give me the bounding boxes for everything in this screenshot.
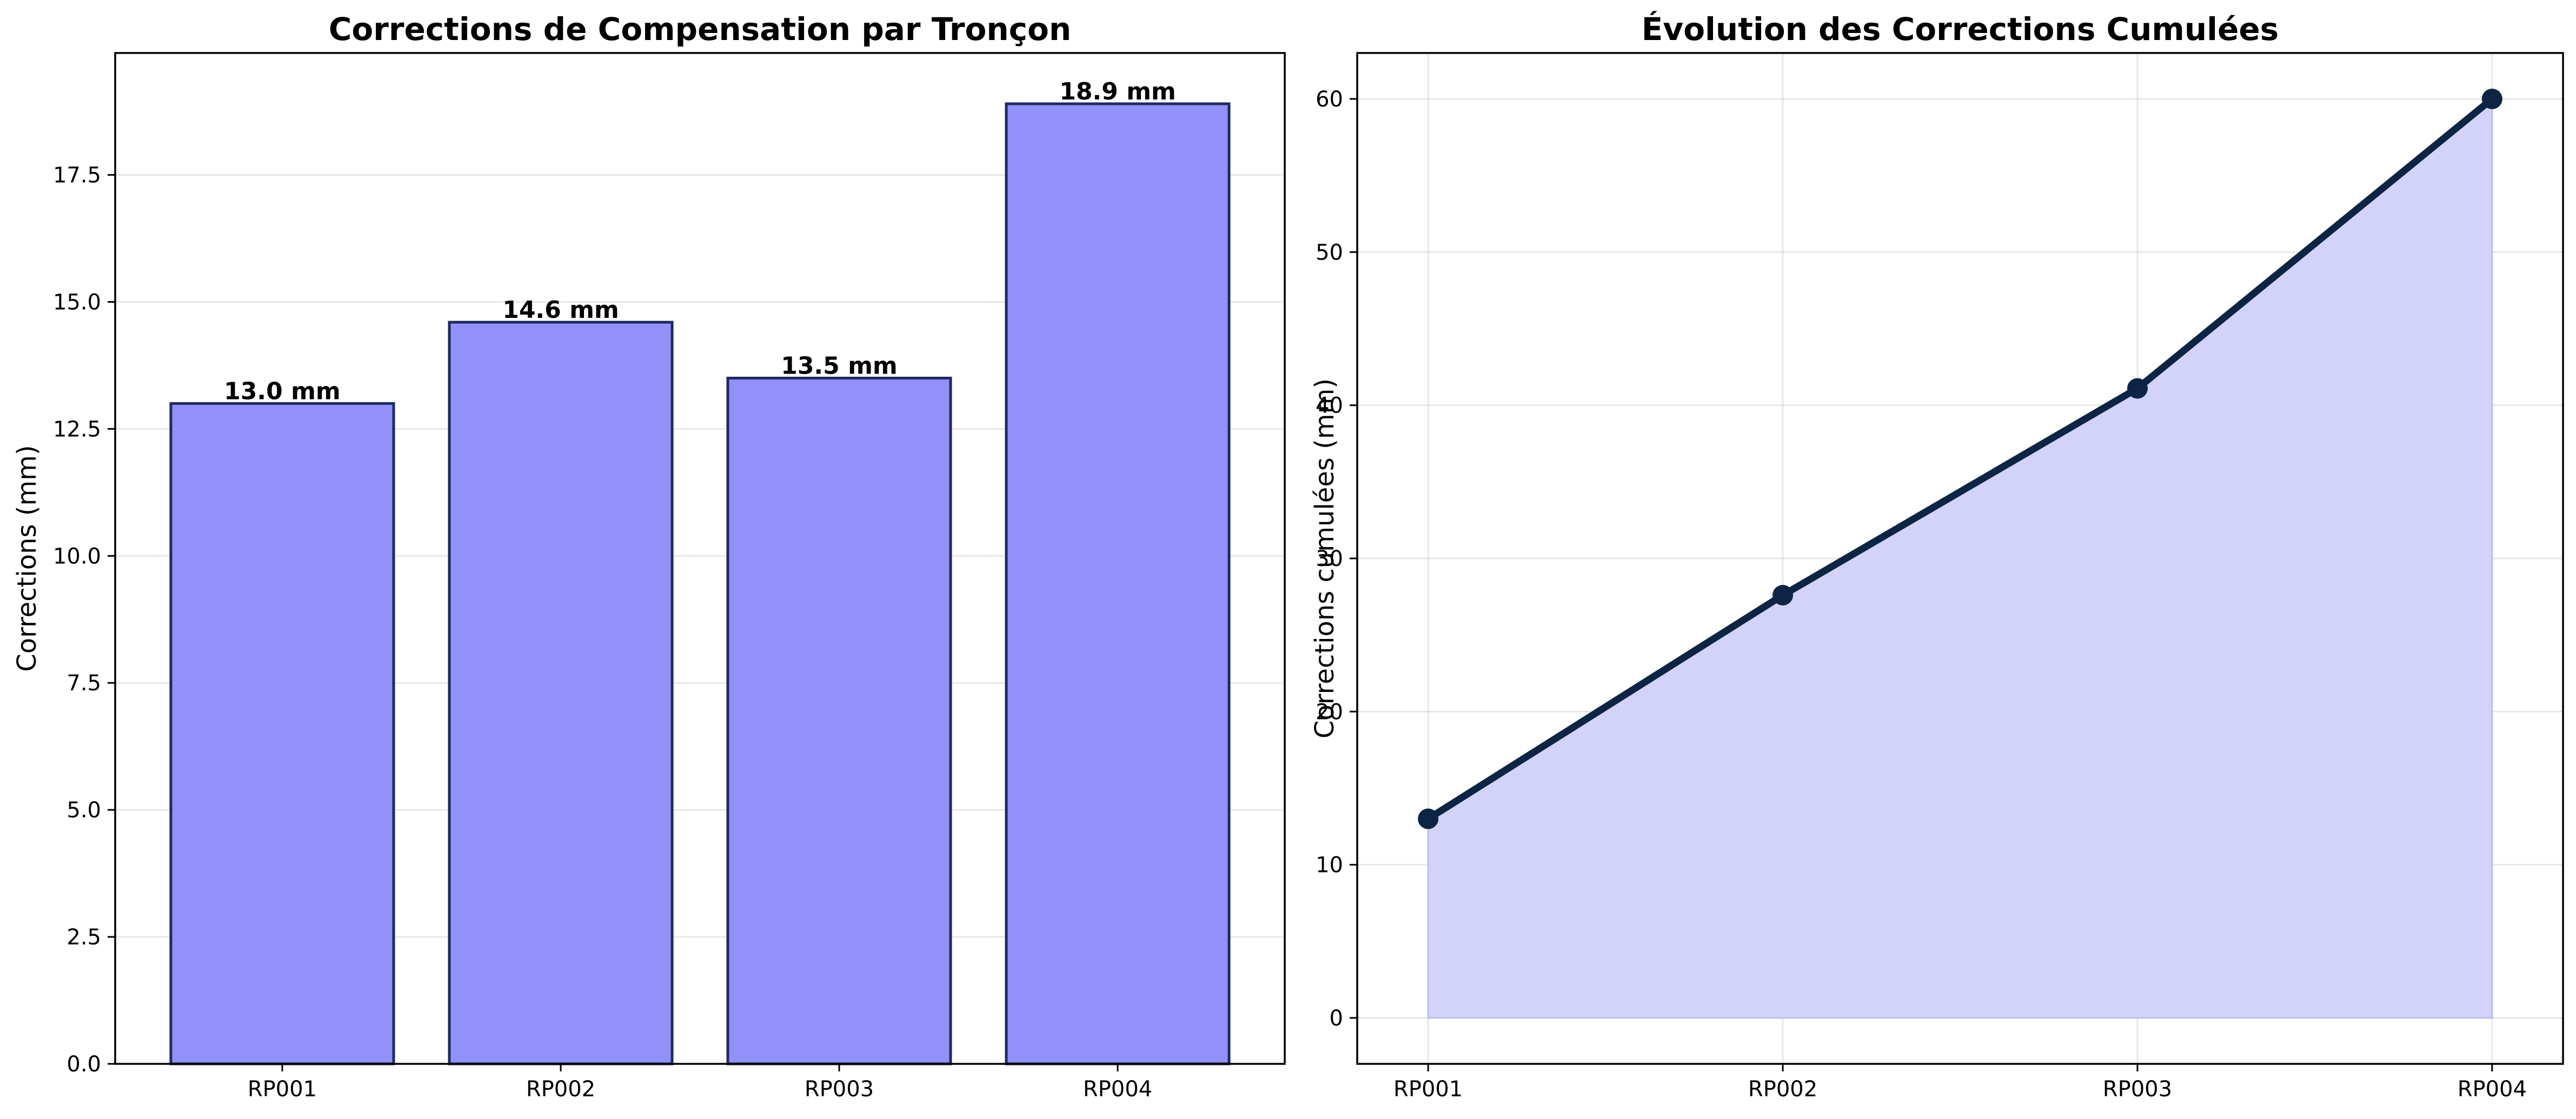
area-chart-panel: 0 10 20 30 40 50 60 RP001 RP002 RP003 RP004 Évoluti… bbox=[1310, 10, 2564, 1102]
x-tick-label: RP004 bbox=[2458, 1077, 2527, 1102]
bar-rp004 bbox=[1005, 102, 1231, 1065]
x-tick-label: RP001 bbox=[248, 1077, 317, 1102]
x-tick-label: RP003 bbox=[805, 1077, 874, 1102]
y-tick-label: 30 bbox=[1316, 547, 1343, 571]
y-tick-label: 10 bbox=[1316, 853, 1343, 878]
y-tick-label: 20 bbox=[1316, 700, 1343, 724]
y-tick-label: 15.0 bbox=[53, 290, 101, 315]
data-point-rp002 bbox=[1772, 585, 1794, 605]
chart-title: Corrections de Compensation par Tronçon bbox=[329, 11, 1071, 48]
bar-rp001 bbox=[169, 402, 395, 1065]
bar-value-label: 14.6 mm bbox=[502, 296, 619, 324]
y-tick-label: 7.5 bbox=[67, 671, 101, 696]
y-tick-label: 0.0 bbox=[67, 1052, 101, 1077]
bar-value-label: 13.5 mm bbox=[781, 352, 898, 379]
cumulative-line bbox=[1424, 95, 2496, 823]
data-point-rp001 bbox=[1418, 808, 1439, 829]
y-tick-label: 40 bbox=[1316, 394, 1343, 418]
y-tick-label: 10.0 bbox=[53, 544, 101, 569]
x-tick-label: RP003 bbox=[2103, 1077, 2172, 1102]
y-tick-label: 2.5 bbox=[67, 925, 101, 950]
data-point-rp003 bbox=[2127, 378, 2148, 399]
bar-rp003 bbox=[726, 376, 952, 1065]
y-axis-label: Corrections (mm) bbox=[12, 445, 42, 672]
x-tick-label: RP002 bbox=[526, 1077, 595, 1102]
bar-value-label: 18.9 mm bbox=[1059, 78, 1176, 105]
x-tick-label: RP002 bbox=[1748, 1077, 1817, 1102]
y-tick-label: 60 bbox=[1316, 87, 1343, 112]
bar-rp002 bbox=[448, 321, 674, 1065]
x-tick-label: RP004 bbox=[1083, 1077, 1152, 1102]
data-point-rp004 bbox=[2481, 89, 2502, 109]
y-tick-label: 50 bbox=[1316, 240, 1343, 265]
bar-chart-panel: 13.0 mm 14.6 mm 13.5 mm 18.9 mm 0.0 2.5 5.0 7.5… bbox=[12, 11, 1286, 1102]
x-tick-label: RP001 bbox=[1393, 1077, 1463, 1102]
bar-value-label: 13.0 mm bbox=[224, 377, 341, 405]
y-tick-label: 5.0 bbox=[67, 798, 101, 823]
y-tick-label: 12.5 bbox=[53, 417, 101, 442]
plot-frame bbox=[114, 52, 1286, 1065]
y-tick-label: 17.5 bbox=[53, 163, 101, 188]
y-axis-label: Corrections cumulées (mm) bbox=[1310, 378, 1340, 738]
y-tick-label: 0 bbox=[1330, 1006, 1343, 1031]
chart-title: Évolution des Corrections Cumulées bbox=[1642, 10, 2279, 48]
